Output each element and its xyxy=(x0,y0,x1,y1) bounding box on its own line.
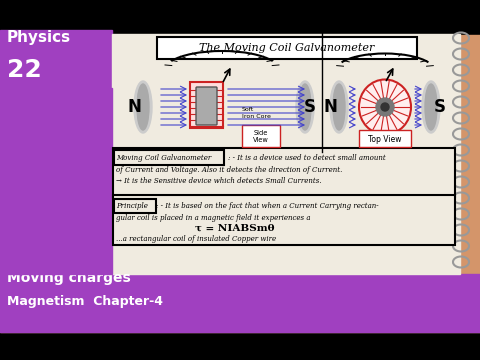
FancyBboxPatch shape xyxy=(114,199,156,213)
Text: τ = NIABSmθ: τ = NIABSmθ xyxy=(195,224,275,233)
FancyBboxPatch shape xyxy=(113,148,455,197)
Ellipse shape xyxy=(330,81,348,133)
Bar xyxy=(0,332,480,360)
Bar xyxy=(0,35,480,332)
Ellipse shape xyxy=(137,84,149,130)
Text: : - It is based on the fact that when a Current Carrying rectan-: : - It is based on the fact that when a … xyxy=(156,202,379,210)
Text: S: S xyxy=(434,98,446,116)
FancyBboxPatch shape xyxy=(157,37,417,59)
FancyBboxPatch shape xyxy=(196,87,217,125)
Text: Moving Coil Galvanometer: Moving Coil Galvanometer xyxy=(116,154,211,162)
FancyBboxPatch shape xyxy=(359,130,411,147)
Text: Principle: Principle xyxy=(116,202,148,210)
Bar xyxy=(0,274,480,332)
Text: ...a rectangular coil of insulated Copper wire: ...a rectangular coil of insulated Coppe… xyxy=(116,235,276,243)
Text: Soft
Iron Core: Soft Iron Core xyxy=(242,107,271,118)
Ellipse shape xyxy=(425,84,437,130)
Circle shape xyxy=(381,103,389,111)
Ellipse shape xyxy=(296,81,314,133)
Ellipse shape xyxy=(422,81,440,133)
Text: → It is the Sensitive device which detects Small Currents.: → It is the Sensitive device which detec… xyxy=(116,177,322,185)
Text: N: N xyxy=(323,98,337,116)
FancyBboxPatch shape xyxy=(190,82,223,128)
Bar xyxy=(0,30,112,88)
Bar xyxy=(0,0,480,35)
Circle shape xyxy=(376,98,394,116)
Text: : - It is a device used to detect small amount: : - It is a device used to detect small … xyxy=(228,154,386,162)
Text: Moving charges: Moving charges xyxy=(7,271,131,285)
Text: Side
View: Side View xyxy=(253,130,269,143)
Ellipse shape xyxy=(333,84,345,130)
Text: Magnetism  Chapter-4: Magnetism Chapter-4 xyxy=(7,295,163,308)
Text: gular coil is placed in a magnetic field it experiences a: gular coil is placed in a magnetic field… xyxy=(116,214,311,222)
Bar xyxy=(0,88,112,274)
FancyBboxPatch shape xyxy=(242,125,280,147)
Text: N: N xyxy=(127,98,141,116)
Text: 22: 22 xyxy=(7,58,42,82)
Text: of Current and Voltage. Also it detects the direction of Current.: of Current and Voltage. Also it detects … xyxy=(116,166,342,174)
Ellipse shape xyxy=(299,84,311,130)
FancyBboxPatch shape xyxy=(114,150,224,165)
Ellipse shape xyxy=(359,80,411,135)
Text: S: S xyxy=(304,98,316,116)
FancyBboxPatch shape xyxy=(113,195,455,245)
Text: Physics: Physics xyxy=(7,30,71,45)
Text: The Moving Coil Galvanometer: The Moving Coil Galvanometer xyxy=(199,43,375,53)
Text: Top View: Top View xyxy=(368,135,402,144)
Bar xyxy=(112,34,460,274)
Ellipse shape xyxy=(134,81,152,133)
